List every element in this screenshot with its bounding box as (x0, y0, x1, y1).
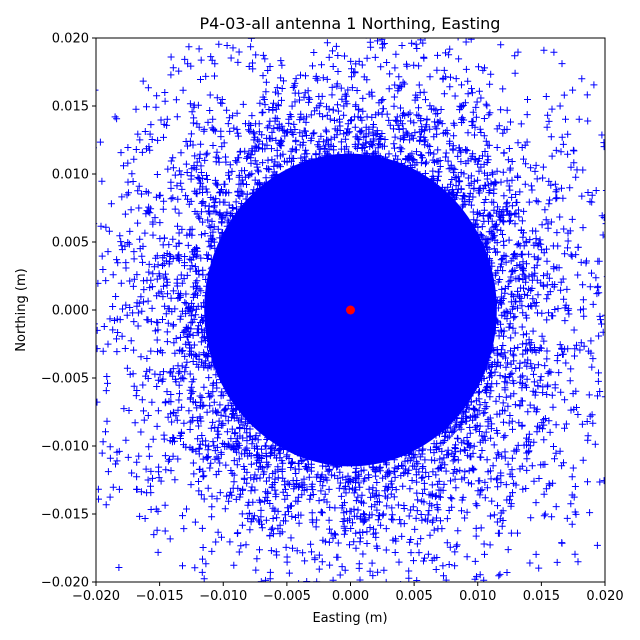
x-tick-label: −0.005 (263, 589, 311, 604)
y-tick-label: 0.000 (52, 304, 89, 319)
x-tick-label: −0.015 (136, 589, 184, 604)
x-tick-label: 0.005 (396, 589, 433, 604)
chart-title: P4-03-all antenna 1 Northing, Easting (200, 14, 501, 33)
y-tick-label: 0.010 (52, 168, 89, 183)
origin-point-marker (346, 305, 355, 315)
x-tick-label: −0.020 (72, 589, 120, 604)
y-axis-label: Northing (m) (14, 268, 29, 351)
x-tick-label: −0.010 (199, 589, 247, 604)
x-axis-label: Easting (m) (312, 611, 387, 626)
x-axis-ticks: −0.020 −0.015 −0.010 −0.005 0.000 0.005 0.010 0… (72, 582, 624, 604)
origin-marker-layer (346, 305, 355, 315)
y-tick-label: 0.015 (52, 100, 89, 115)
y-tick-label: −0.020 (41, 576, 89, 591)
y-tick-label: −0.005 (41, 372, 89, 387)
y-tick-label: −0.015 (41, 508, 89, 523)
y-tick-label: −0.010 (41, 440, 89, 455)
y-tick-label: 0.005 (52, 236, 89, 251)
x-tick-label: 0.015 (523, 589, 560, 604)
scatter-points-plus-markers (96, 38, 605, 582)
x-tick-label: 0.010 (459, 589, 496, 604)
x-tick-label: 0.000 (332, 589, 369, 604)
x-tick-label: 0.020 (586, 589, 623, 604)
y-axis-ticks: −0.020 −0.015 −0.010 −0.005 0.000 0.005 0.010 0… (41, 32, 96, 591)
y-tick-label: 0.020 (52, 32, 89, 47)
